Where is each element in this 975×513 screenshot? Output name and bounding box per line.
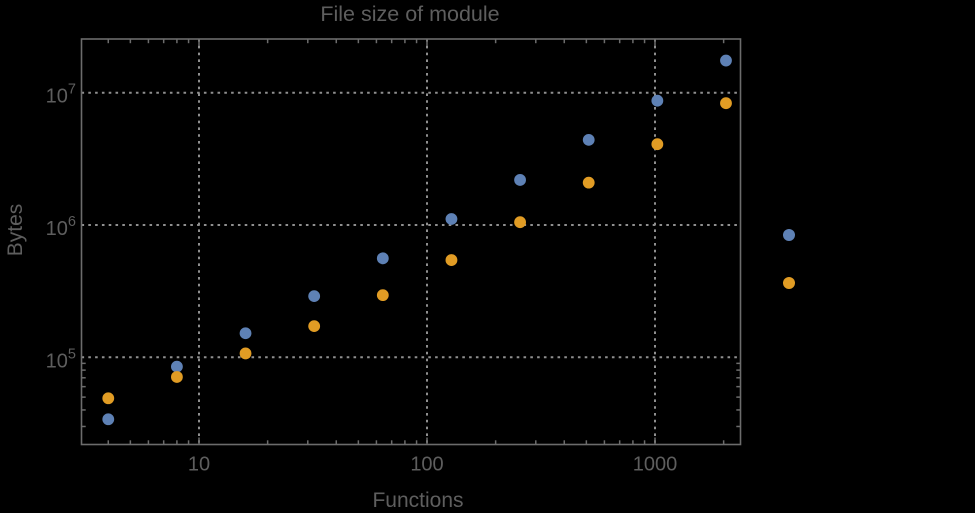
data-point-blue-series xyxy=(376,252,389,265)
legend-group xyxy=(783,229,795,289)
x-tick-label: 100 xyxy=(410,454,443,476)
data-point-blue-series xyxy=(102,413,115,426)
data-point-orange-series xyxy=(102,392,115,405)
data-point-orange-series xyxy=(308,320,321,333)
legend-marker-blue-series xyxy=(783,229,795,241)
y-tick-labels-group: 105 106 107 xyxy=(46,82,76,373)
legend-marker-orange-series xyxy=(783,277,795,289)
y-tick-label: 105 xyxy=(46,346,76,372)
data-point-blue-series xyxy=(514,174,526,186)
data-points-group xyxy=(102,54,732,426)
data-point-orange-series xyxy=(514,216,526,229)
data-point-orange-series xyxy=(582,176,595,189)
data-point-blue-series xyxy=(239,327,252,340)
x-tick-label: 1000 xyxy=(633,454,678,476)
y-axis-label: Bytes xyxy=(4,204,27,257)
y-tick-label: 106 xyxy=(46,214,76,240)
data-point-orange-series xyxy=(651,138,664,151)
plot-title: File size of module xyxy=(320,2,499,26)
plot-frame xyxy=(80,38,742,446)
x-tick-labels-group: 10 100 1000 xyxy=(188,454,677,476)
data-point-orange-series xyxy=(171,371,183,383)
x-tick-label: 10 xyxy=(188,454,210,476)
ticks-group xyxy=(81,39,741,445)
data-point-orange-series xyxy=(445,254,458,266)
data-point-orange-series xyxy=(720,97,732,110)
data-point-blue-series xyxy=(308,290,321,303)
data-point-blue-series xyxy=(651,94,664,107)
data-point-orange-series xyxy=(239,347,252,360)
gridlines-group xyxy=(81,39,741,445)
y-tick-label: 107 xyxy=(46,82,76,108)
data-point-blue-series xyxy=(582,133,595,146)
data-point-orange-series xyxy=(376,289,389,302)
data-point-blue-series xyxy=(445,213,458,225)
data-point-blue-series xyxy=(720,54,732,67)
data-point-blue-series xyxy=(171,360,183,373)
x-axis-label: Functions xyxy=(372,489,463,512)
